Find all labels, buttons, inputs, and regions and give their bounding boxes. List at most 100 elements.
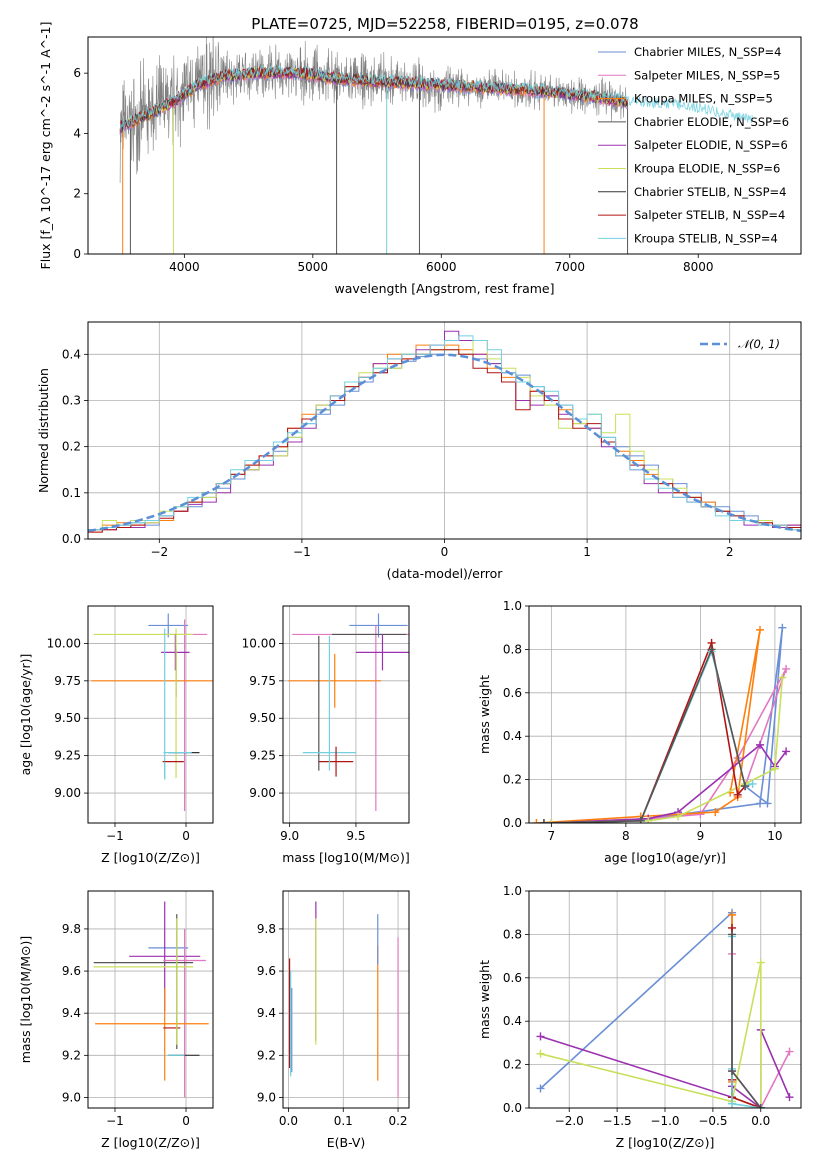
weight-point-marker	[547, 819, 556, 823]
x-tick-label: 5000	[298, 260, 329, 274]
weight-point-marker	[728, 910, 737, 919]
y-tick-label: 0.6	[503, 686, 522, 700]
weight-series-line	[536, 629, 761, 823]
y-tick-label: 0.4	[62, 347, 81, 361]
y-tick-label: 9.00	[54, 786, 81, 800]
weight-point-marker	[778, 623, 787, 632]
y-tick-label: 2	[73, 187, 81, 201]
weight-point-marker	[536, 1084, 545, 1093]
spectrum-plot-area	[119, 37, 753, 254]
y-tick-label: 0.4	[503, 1014, 522, 1028]
y-tick-label: 9.0	[257, 1090, 276, 1104]
errorbar-point	[318, 746, 354, 777]
residuals-panel: −2 −1 0 1 2 0.0 0.1 0.2 0.3 0.4 (data-model)/error…	[36, 321, 802, 581]
plot-frame	[87, 321, 802, 540]
x-axis-label: mass [log10(M/M⊙)]	[282, 850, 410, 865]
x-tick-label: 9.0	[280, 829, 299, 843]
x-tick-label: 8	[622, 829, 630, 843]
errorbar-area	[288, 901, 399, 1098]
y-axis-label: Flux [f_λ 10^-17 erg cm^-2 s^-1 A^-1]	[38, 22, 53, 270]
x-tick-label: 0.0	[279, 1114, 298, 1128]
x-tick-label: −2.0	[555, 1114, 584, 1128]
legend-label: Kroupa MILES, N_SSP=5	[634, 92, 773, 106]
y-tick-label: 0.1	[62, 486, 81, 500]
y-tick-label: 9.50	[54, 711, 81, 725]
legend-label: Chabrier STELIB, N_SSP=4	[634, 185, 786, 199]
x-axis-label: age [log10(age/yr)]	[604, 850, 726, 865]
x-tick-label: 4000	[169, 260, 200, 274]
weight-point-marker	[770, 764, 779, 773]
y-tick-label: 9.75	[249, 674, 276, 688]
y-axis-label: age [log10(age/yr)]	[18, 654, 33, 776]
y-tick-label: 9.0	[62, 1090, 81, 1104]
age-vs-mass-panel: 9.0 9.5 9.00 9.25 9.50 9.75 10.00 mass [log10(M…	[242, 605, 410, 865]
weight-vs-age-panel: 7 8 9 10 0.0 0.2 0.4 0.6 0.8 1.0 age [log10(age/yr…	[477, 599, 802, 865]
weight-plot-area	[536, 908, 794, 1108]
plot-frame	[528, 890, 802, 1109]
weight-series-line	[539, 910, 762, 1108]
y-tick-label: 9.8	[62, 922, 81, 936]
weight-point-marker	[756, 1104, 765, 1108]
x-axis-label: wavelength [Angstrom, rest frame]	[334, 281, 554, 296]
weight-point-marker	[644, 816, 653, 823]
errorbar-area	[91, 613, 213, 812]
age-vs-Z-panel: −1 0 9.00 9.25 9.50 9.75 10.00 Z [log10(Z/Z⊙)] a…	[18, 605, 214, 865]
x-axis-label: E(B-V)	[327, 1135, 366, 1150]
y-tick-label: 0.2	[503, 1058, 522, 1072]
y-tick-label: 9.4	[257, 1006, 276, 1020]
y-tick-label: 4	[73, 126, 81, 140]
observed-spectrum-line	[119, 37, 628, 183]
x-tick-label: 0	[182, 829, 190, 843]
spectrum-legend: Chabrier MILES, N_SSP=4 Salpeter MILES, N…	[598, 45, 789, 245]
x-tick-label: 0.0	[751, 1114, 770, 1128]
errorbar-point	[288, 653, 382, 708]
residual-histogram	[88, 335, 801, 531]
y-tick-label: 9.4	[62, 1006, 81, 1020]
weight-point-marker	[782, 664, 791, 673]
y-tick-label: 9.8	[257, 922, 276, 936]
weight-point-marker	[696, 810, 705, 819]
y-tick-label: 1.0	[503, 884, 522, 898]
weight-point-marker	[728, 1067, 737, 1076]
y-tick-label: 0.8	[503, 642, 522, 656]
x-axis-label: Z [log10(Z/Z⊙)]	[616, 1135, 715, 1150]
weight-point-marker	[728, 1099, 737, 1108]
legend-label: Salpeter MILES, N_SSP=5	[634, 68, 780, 82]
y-tick-label: 9.75	[54, 674, 81, 688]
x-tick-label: 1	[583, 545, 591, 559]
x-tick-label: 0.1	[334, 1114, 353, 1128]
plot-frame	[528, 605, 802, 824]
x-tick-label: 0.2	[388, 1114, 407, 1128]
y-tick-label: 0.8	[503, 927, 522, 941]
x-tick-label: 9	[697, 829, 705, 843]
weight-point-marker	[756, 799, 765, 808]
y-tick-label: 9.25	[249, 749, 276, 763]
x-tick-label: −0.5	[698, 1114, 727, 1128]
legend-label: Chabrier MILES, N_SSP=4	[634, 45, 781, 59]
residuals-plot-area	[88, 330, 801, 533]
x-axis-label: Z [log10(Z/Z⊙)]	[101, 850, 200, 865]
weight-plot-area	[532, 623, 791, 823]
weight-point-marker	[532, 819, 541, 823]
weight-vs-Z-panel: −2.0 −1.5 −1.0 −0.5 0.0 0.0 0.2 0.4 0.6 0.8 1.0 Z […	[477, 884, 802, 1150]
legend-label: Kroupa ELODIE, N_SSP=6	[634, 162, 780, 176]
x-tick-label: −2	[150, 545, 168, 559]
x-tick-label: 10	[767, 829, 782, 843]
weight-series-line	[540, 962, 762, 1108]
weight-point-marker	[785, 1093, 794, 1102]
x-tick-label: −1	[293, 545, 311, 559]
y-tick-label: 10.00	[242, 636, 276, 650]
weight-series-line	[543, 649, 753, 823]
y-axis-label: Normed distribution	[36, 368, 51, 493]
mass-vs-Z-panel: −1 0 9.0 9.2 9.4 9.6 9.8 Z [log10(Z/Z⊙)] mass [l…	[18, 890, 214, 1150]
weight-point-marker	[536, 1049, 545, 1058]
y-tick-label: 0.2	[62, 440, 81, 454]
y-tick-label: 0.4	[503, 729, 522, 743]
model-spectrum-line	[119, 66, 628, 131]
y-tick-label: 0.0	[503, 816, 522, 830]
x-tick-label: 0	[441, 545, 449, 559]
x-tick-label: −1.0	[650, 1114, 679, 1128]
y-tick-label: 9.6	[62, 964, 81, 978]
y-tick-label: 9.2	[257, 1048, 276, 1062]
